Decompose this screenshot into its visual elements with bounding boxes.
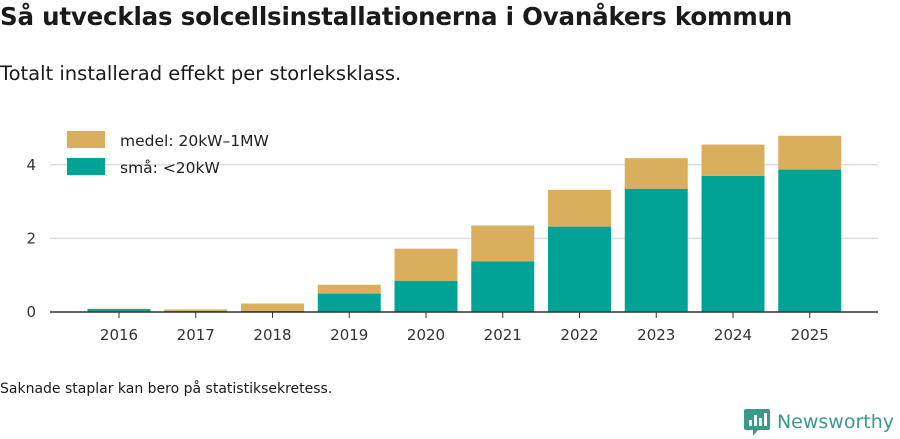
bar-medium-2017: [164, 309, 228, 311]
bar-medium-2018: [241, 303, 304, 311]
x-tick-label: 2016: [100, 326, 138, 344]
bars: [87, 135, 842, 312]
bar-small-2023: [624, 188, 688, 312]
newsworthy-logo-icon: [743, 409, 770, 436]
legend-swatch-small: [67, 158, 105, 175]
chart-subtitle: Totalt installerad effekt per storlekskl…: [0, 62, 402, 85]
bar-small-2020: [394, 280, 458, 312]
legend-swatch-medium: [67, 131, 105, 148]
bar-small-2021: [471, 261, 535, 312]
bar-small-2019: [317, 293, 381, 312]
chart-title: Så utvecklas solcellsinstallationerna i …: [0, 2, 793, 31]
bar-small-2016: [87, 309, 151, 312]
bar-small-2022: [548, 226, 611, 312]
brand-logo[interactable]: Newsworthy: [743, 407, 894, 437]
x-tick-label: 2019: [330, 326, 368, 344]
bar-small-2025: [778, 169, 842, 312]
axes: 0 2 4 2016 2017 2018 2019 2020 2021 2022 2023 2024 2…: [26, 156, 878, 344]
stacked-bar-chart: 0 2 4 2016 2017 2018 2019 2020 2021 2022 2023 2024 2…: [26, 131, 878, 344]
x-tick-label: 2023: [637, 326, 675, 344]
x-tick-label: 2024: [714, 326, 752, 344]
bar-medium-2021: [471, 225, 535, 262]
bar-small-2024: [701, 175, 765, 312]
bar-medium-2024: [701, 144, 765, 176]
y-tick-label: 0: [26, 303, 36, 321]
x-tick-label: 2018: [253, 326, 291, 344]
x-tick-label: 2017: [177, 326, 215, 344]
x-tick-label: 2020: [407, 326, 445, 344]
bar-medium-2019: [317, 284, 381, 294]
bar-medium-2023: [624, 158, 688, 189]
x-tick-label: 2021: [484, 326, 522, 344]
bar-medium-2020: [394, 248, 458, 281]
legend: medel: 20kW–1MW små: <20kW: [67, 131, 269, 177]
x-tick-label: 2025: [791, 326, 829, 344]
legend-label-medium: medel: 20kW–1MW: [120, 132, 269, 150]
x-tick-label: 2022: [560, 326, 598, 344]
bar-medium-2025: [778, 135, 842, 170]
y-tick-label: 2: [26, 229, 36, 247]
legend-label-small: små: <20kW: [120, 159, 220, 177]
bar-medium-2022: [548, 189, 611, 227]
brand-name: Newsworthy: [776, 411, 894, 433]
y-tick-label: 4: [26, 156, 36, 174]
footnote: Saknade staplar kan bero på statistiksek…: [0, 381, 333, 397]
